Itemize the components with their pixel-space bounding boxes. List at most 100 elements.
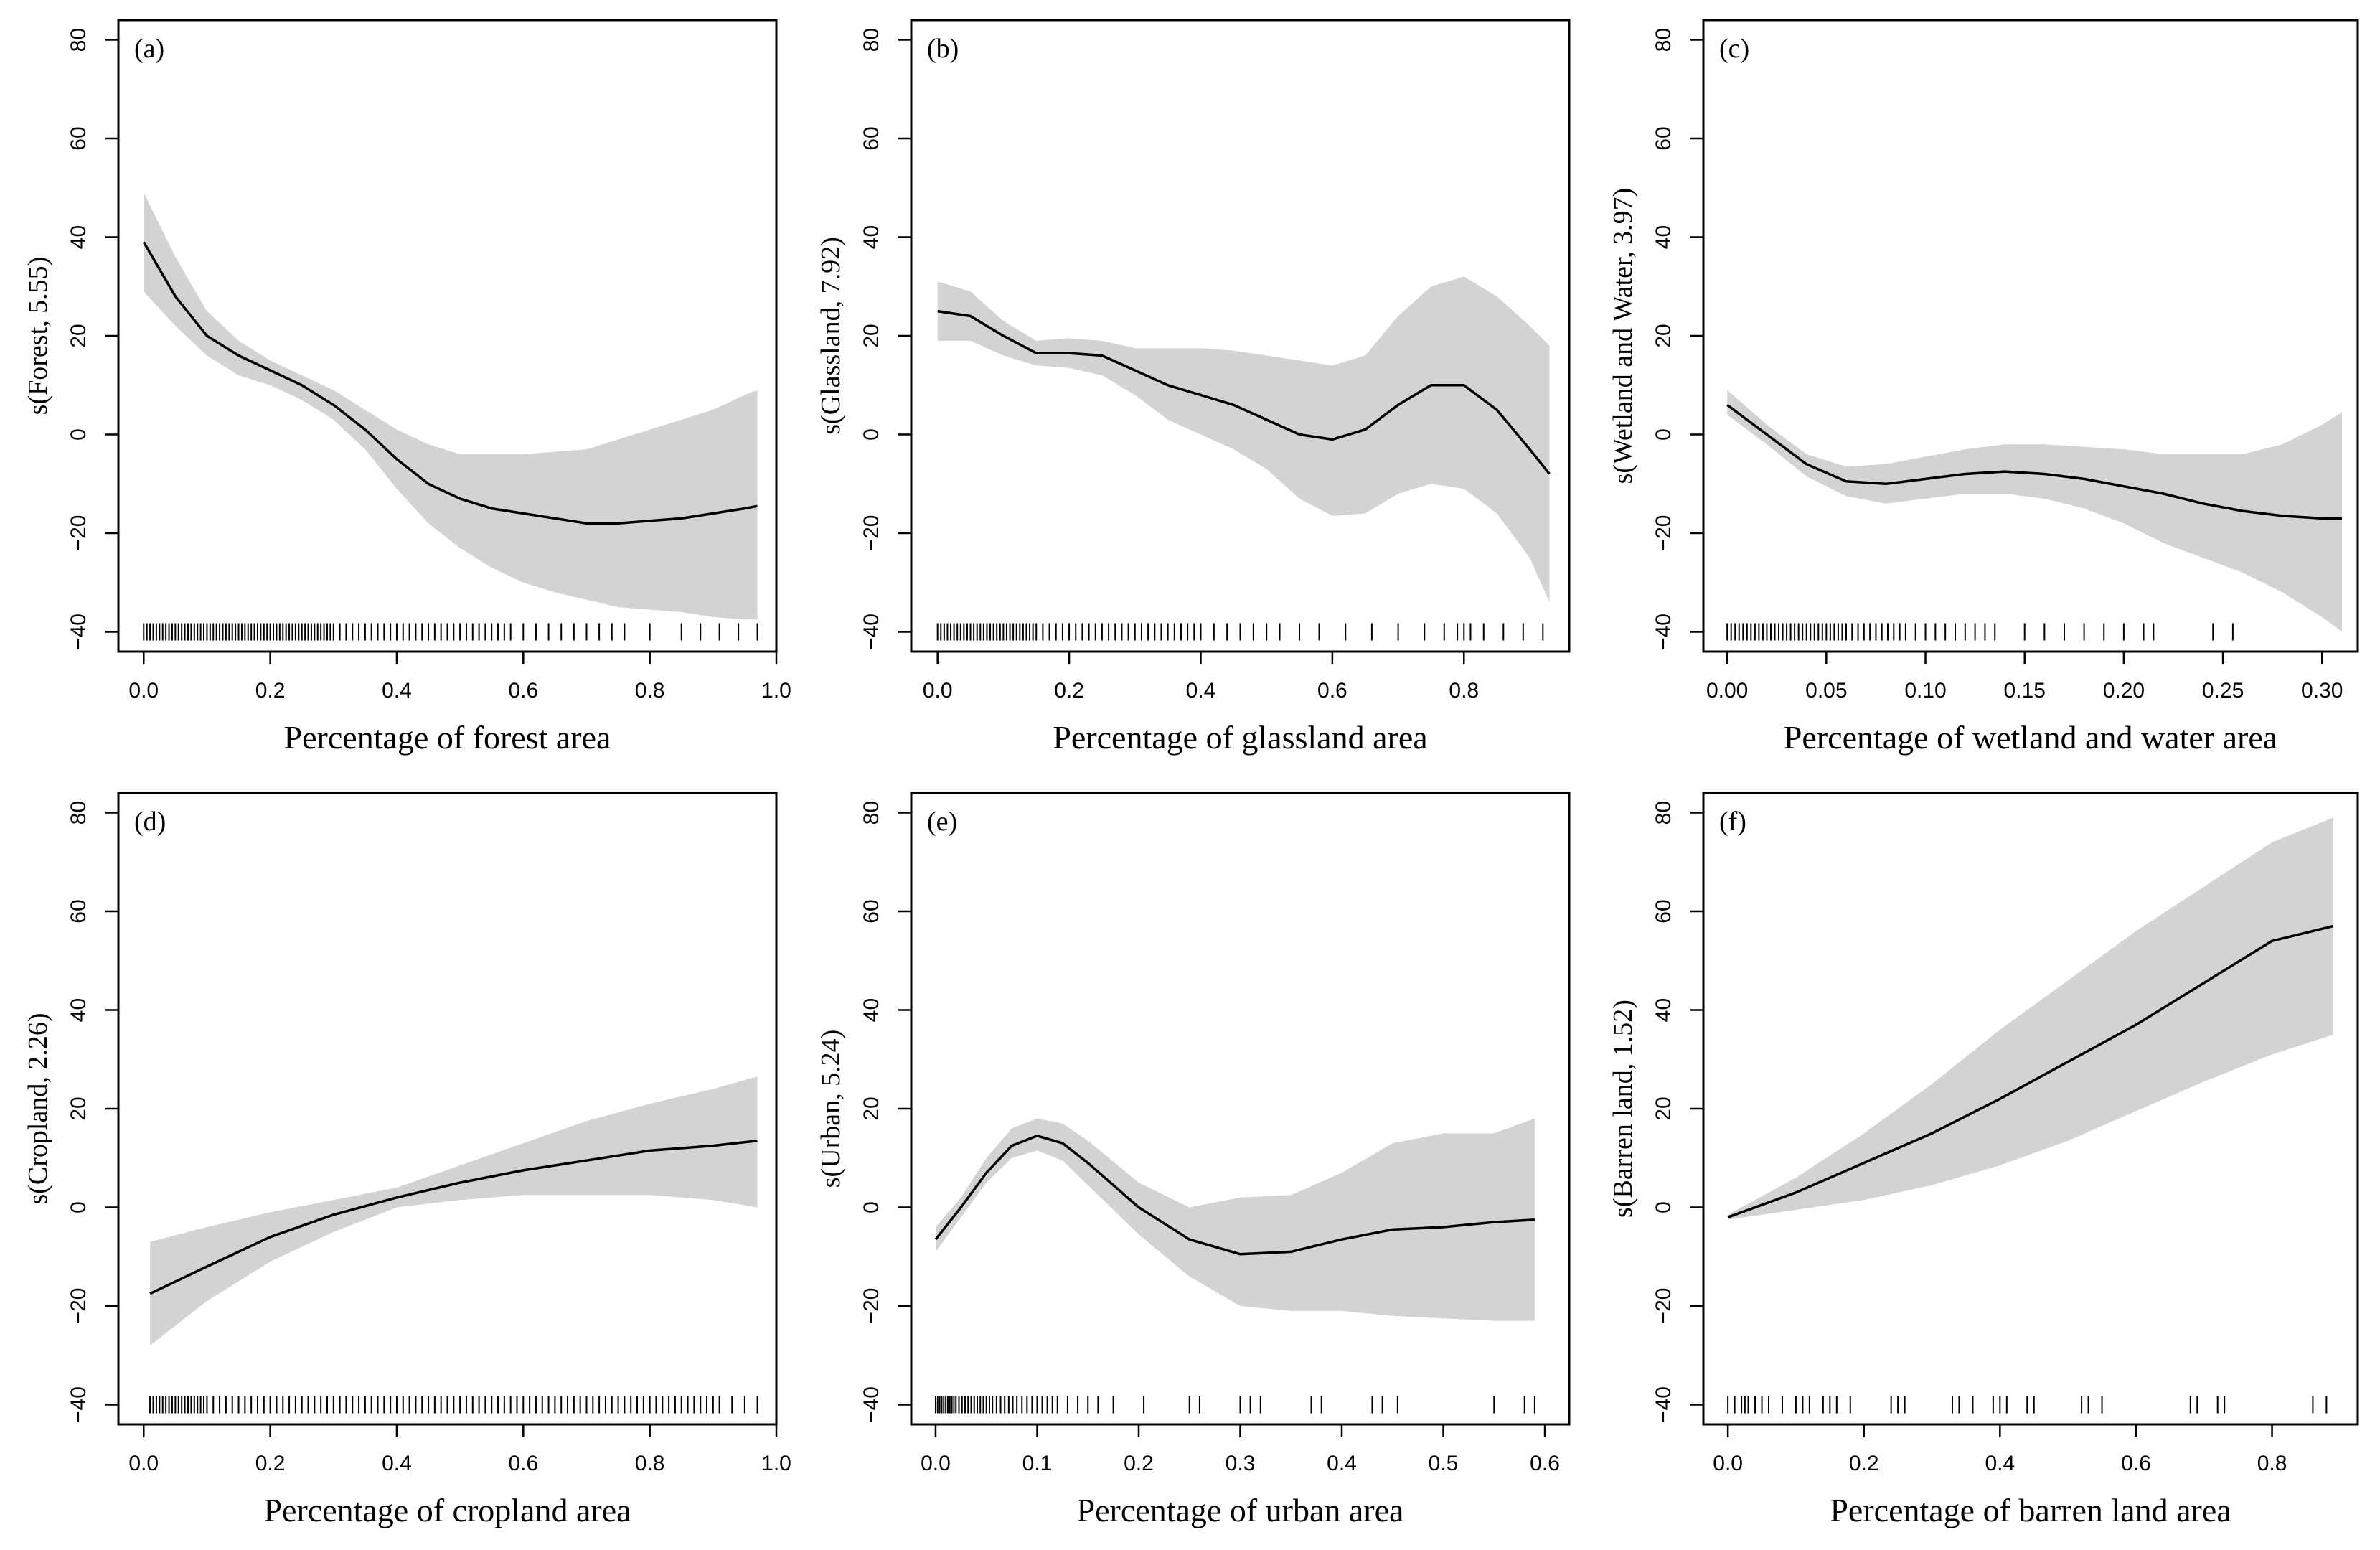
y-tick-label: −40 — [1652, 614, 1675, 650]
y-tick-label: 60 — [860, 126, 883, 150]
y-tick-label: 40 — [860, 998, 883, 1022]
y-tick-label: 40 — [1652, 998, 1675, 1022]
x-tick-label: 0.25 — [2202, 679, 2244, 703]
y-tick-label: 0 — [67, 428, 90, 441]
y-tick-label: −40 — [67, 1386, 90, 1423]
x-tick-label: 1.0 — [761, 1452, 791, 1475]
panel-label: (b) — [927, 34, 959, 64]
y-tick-label: 20 — [67, 1096, 90, 1120]
y-tick-label: 40 — [67, 225, 90, 249]
y-tick-label: 60 — [1652, 899, 1675, 923]
x-tick-label: 0.2 — [1124, 1452, 1154, 1475]
x-tick-label: 0.0 — [128, 679, 159, 703]
x-tick-label: 0.4 — [1327, 1452, 1357, 1475]
x-tick-label: 0.8 — [2257, 1452, 2287, 1475]
x-tick-label: 0.6 — [508, 1452, 538, 1475]
panel-f: 0.0 0.2 0.4 0.6 0.8 −40 −20 0 20 40 60 80 Percentage… — [1608, 792, 2359, 1528]
panel-label: (e) — [927, 807, 957, 837]
plot-frame — [910, 792, 1571, 1426]
x-axis-title: Percentage of cropland area — [263, 1492, 631, 1528]
y-tick-label: −20 — [1652, 1288, 1675, 1325]
panel-label: (c) — [1719, 34, 1749, 64]
x-tick-label: 0.8 — [1449, 679, 1479, 703]
x-tick-label: 0.6 — [1317, 679, 1347, 703]
y-tick-label: 20 — [860, 1096, 883, 1120]
fit-line — [1726, 403, 2342, 520]
y-tick-label: 20 — [1652, 1096, 1675, 1120]
y-tick-label: −20 — [1652, 515, 1675, 552]
confidence-band — [936, 1118, 1535, 1321]
y-tick-label: 40 — [67, 998, 90, 1022]
x-tick-label: 0.0 — [923, 679, 953, 703]
y-tick-label: 20 — [1652, 324, 1675, 347]
fit-line — [149, 1139, 758, 1295]
x-tick-label: 0.6 — [1530, 1452, 1560, 1475]
y-tick-label: 20 — [67, 324, 90, 347]
x-tick-label: 0.30 — [2301, 679, 2343, 703]
y-tick-label: −20 — [860, 515, 883, 552]
x-tick-label: 0.4 — [1985, 1452, 2015, 1475]
x-tick-label: 0.2 — [1054, 679, 1084, 703]
y-tick-label: −20 — [67, 515, 90, 552]
x-tick-label: 0.3 — [1226, 1452, 1256, 1475]
confidence-band — [144, 192, 758, 620]
y-tick-label: 0 — [1652, 428, 1675, 441]
panel-d: 0.0 0.2 0.4 0.6 0.8 1.0 −40 −20 0 20 40 60 80 Percent… — [23, 792, 791, 1528]
y-tick-label: 40 — [1652, 225, 1675, 249]
x-tick-label: 0.10 — [1904, 679, 1946, 703]
x-tick-label: 0.5 — [1429, 1452, 1459, 1475]
x-axis-title: Percentage of forest area — [284, 719, 611, 756]
x-tick-label: 0.4 — [1186, 679, 1216, 703]
y-tick-label: −20 — [67, 1288, 90, 1325]
y-tick-label: 80 — [1652, 801, 1675, 825]
fit-line — [934, 1135, 1535, 1256]
panel-a: 0.0 0.2 0.4 0.6 0.8 1.0 −40 −20 0 20 40 60 80 Percent… — [23, 19, 791, 756]
y-tick-label: 0 — [1652, 1201, 1675, 1213]
y-tick-label: 40 — [860, 225, 883, 249]
y-tick-label: 60 — [67, 126, 90, 150]
panel-c: 0.00 0.05 0.10 0.15 0.20 0.25 0.30 −40 −20 0 20 40 6… — [1608, 19, 2359, 756]
y-tick-label: 80 — [67, 28, 90, 52]
fit-line — [1727, 924, 2334, 1218]
x-axis-title: Percentage of urban area — [1077, 1492, 1404, 1528]
x-tick-label: 1.0 — [761, 679, 791, 703]
y-tick-label: 80 — [67, 801, 90, 825]
y-axis-title: s(Urban, 5.24) — [816, 1030, 846, 1188]
y-tick-label: −40 — [67, 614, 90, 650]
confidence-band — [150, 1076, 758, 1345]
fit-line — [142, 241, 758, 525]
y-tick-label: 0 — [860, 1201, 883, 1213]
y-tick-label: 0 — [860, 428, 883, 441]
y-tick-label: −20 — [860, 1288, 883, 1325]
x-tick-label: 0.4 — [382, 1452, 412, 1475]
y-tick-label: 20 — [860, 324, 883, 347]
y-tick-label: −40 — [1652, 1386, 1675, 1423]
x-tick-label: 0.15 — [2004, 679, 2046, 703]
x-tick-label: 0.2 — [255, 1452, 286, 1475]
x-tick-label: 0.8 — [635, 1452, 665, 1475]
y-axis-title: s(Forest, 5.55) — [23, 257, 53, 415]
x-axis-title: Percentage of glassland area — [1053, 719, 1427, 756]
x-tick-label: 0.2 — [1849, 1452, 1879, 1475]
x-tick-label: 0.05 — [1805, 679, 1847, 703]
x-tick-label: 0.8 — [635, 679, 665, 703]
x-tick-label: 0.0 — [921, 1452, 951, 1475]
panel-b: 0.0 0.2 0.4 0.6 0.8 −40 −20 0 20 40 60 80 Percentage… — [816, 19, 1571, 756]
x-tick-label: 0.6 — [508, 679, 538, 703]
x-tick-label: 0.6 — [2121, 1452, 2151, 1475]
confidence-band — [1728, 817, 2333, 1220]
confidence-band — [1727, 390, 2342, 632]
x-tick-label: 0.4 — [382, 679, 412, 703]
x-tick-label: 0.0 — [1713, 1452, 1743, 1475]
panel-label: (f) — [1719, 807, 1746, 837]
y-tick-label: 60 — [1652, 126, 1675, 150]
y-axis-title: s(Barren land, 1.52) — [1608, 1000, 1638, 1218]
x-axis-title: Percentage of barren land area — [1830, 1492, 2231, 1528]
y-axis-title: s(Wetland and Water, 3.97) — [1608, 188, 1638, 484]
y-axis-title: s(Cropland, 2.26) — [23, 1013, 53, 1204]
x-tick-label: 0.2 — [255, 679, 286, 703]
panel-label: (a) — [134, 34, 164, 64]
y-tick-label: 80 — [860, 801, 883, 825]
y-tick-label: −40 — [860, 1386, 883, 1423]
